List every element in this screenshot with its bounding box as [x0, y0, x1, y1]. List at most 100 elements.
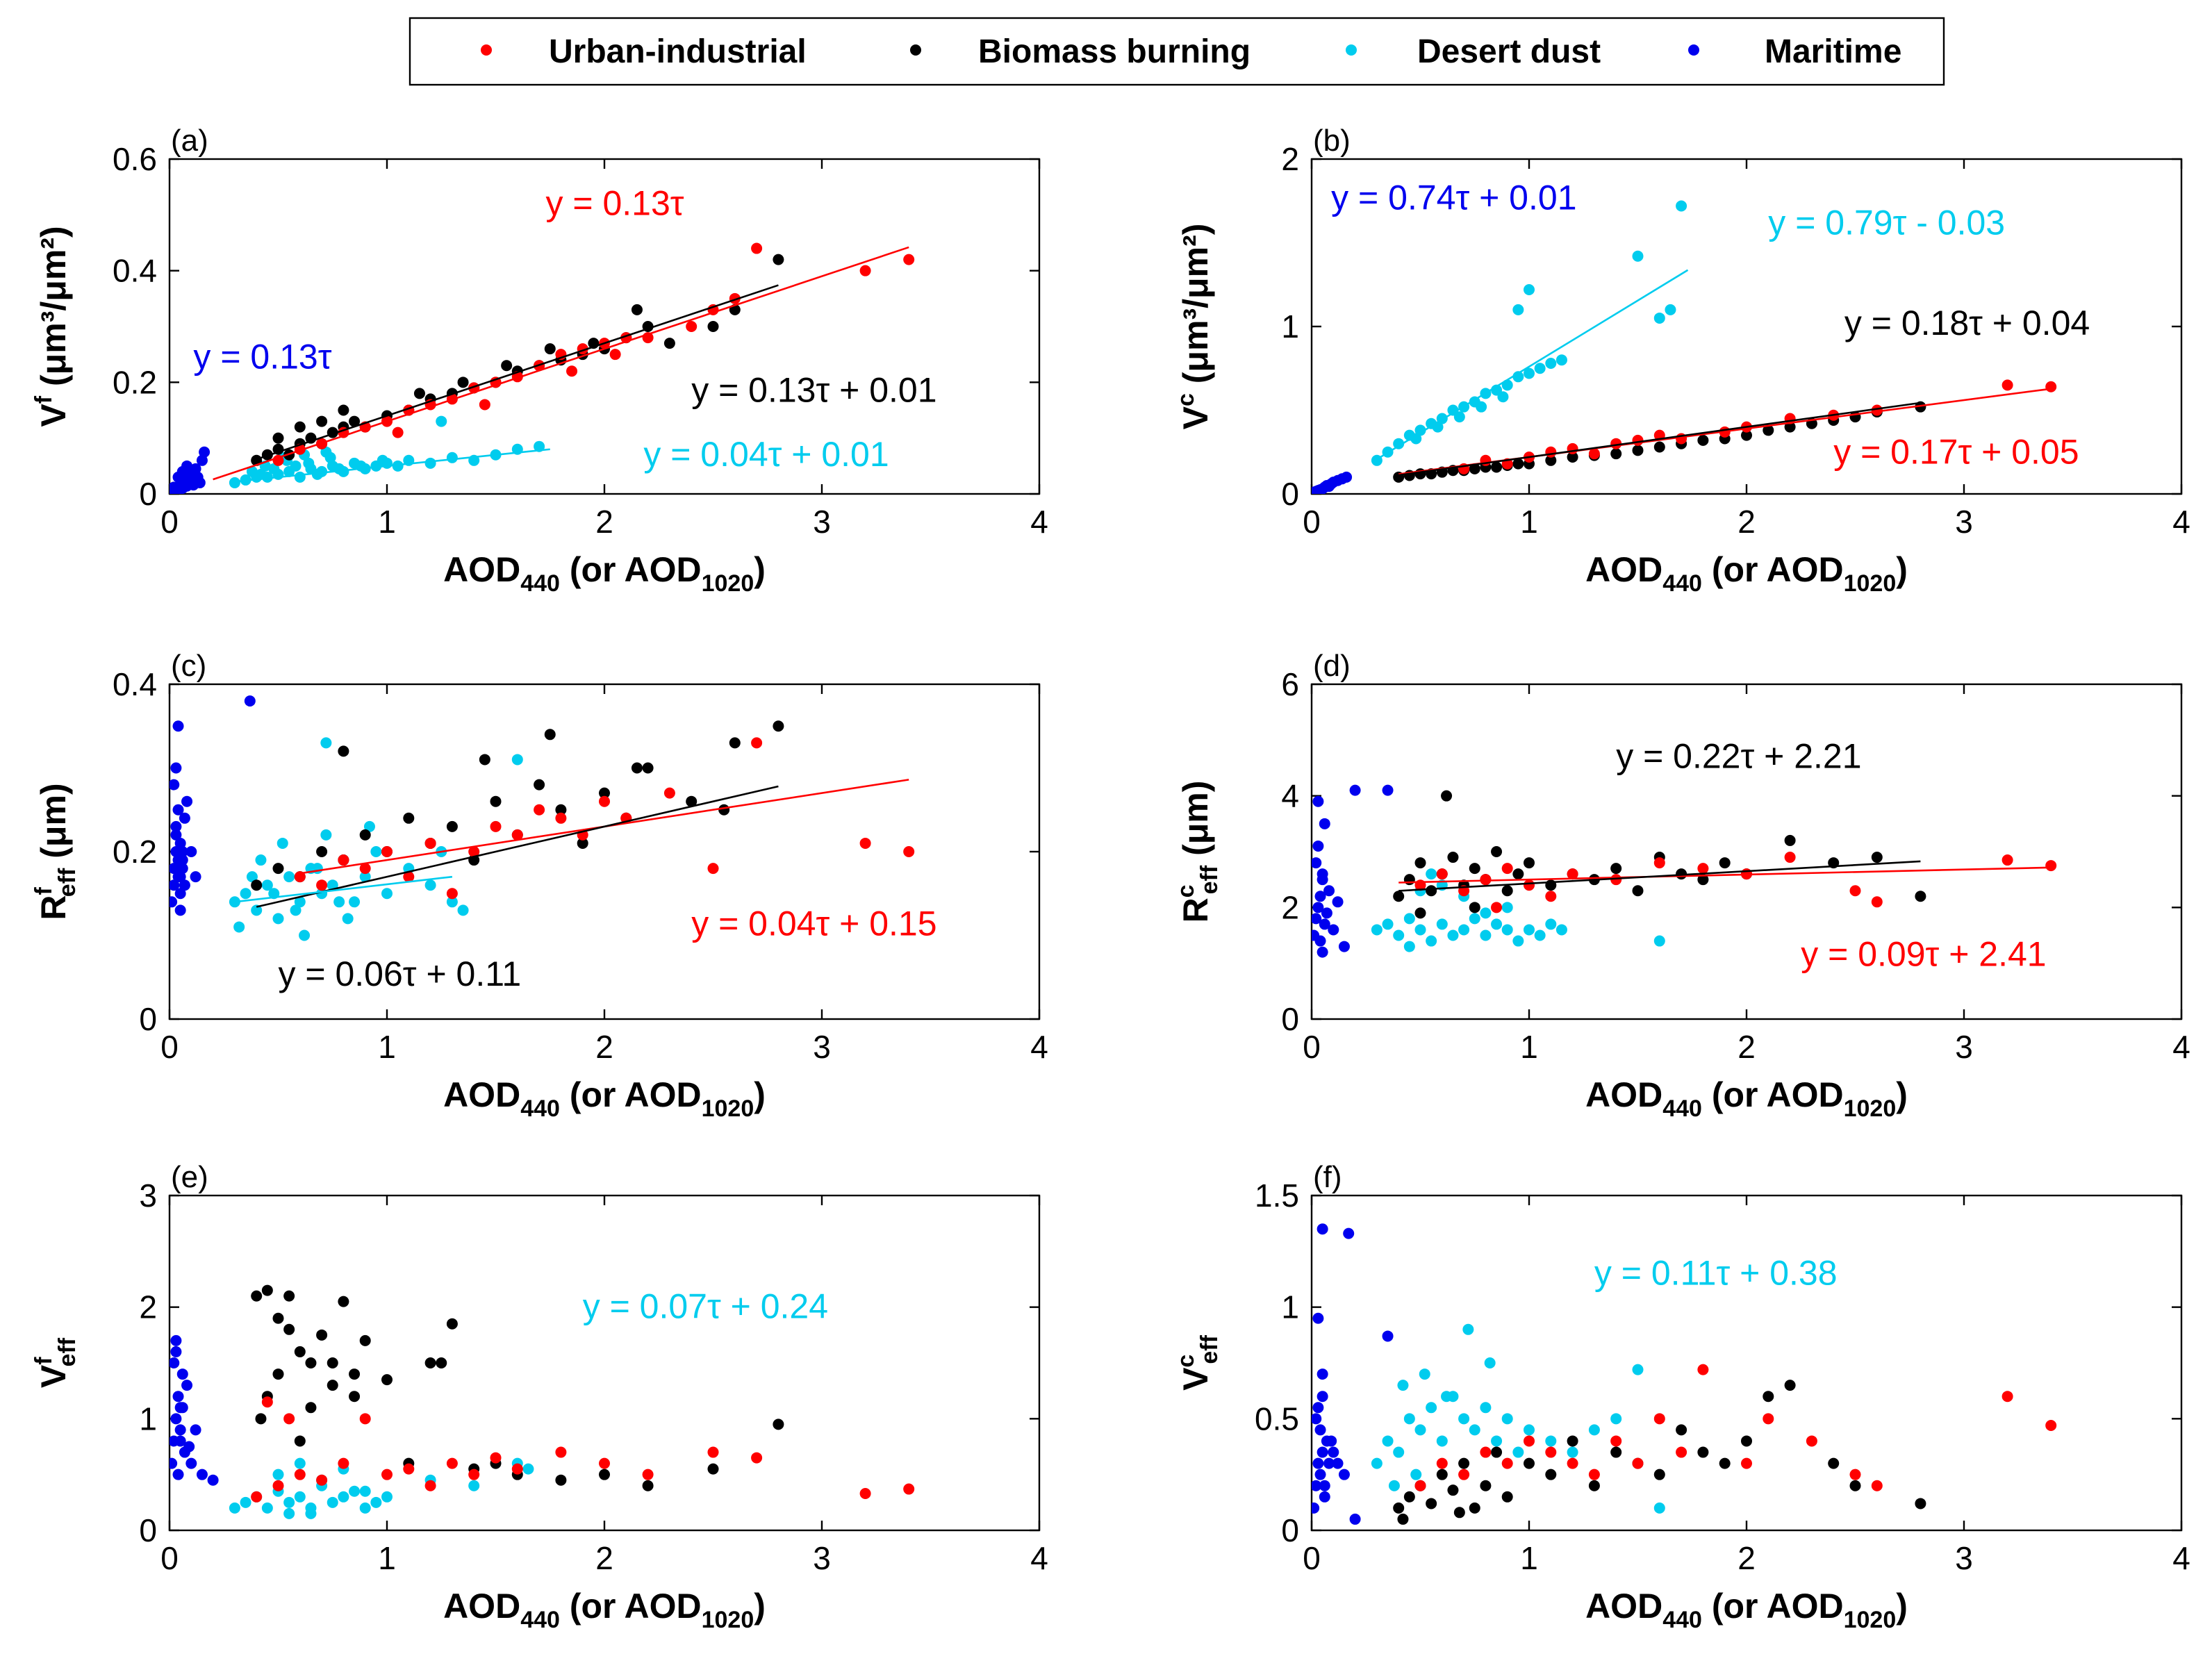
data-point	[1610, 863, 1622, 875]
data-point	[229, 477, 240, 488]
data-point	[183, 1441, 195, 1453]
data-point	[170, 481, 180, 493]
data-point	[172, 720, 184, 732]
data-point	[1653, 441, 1665, 453]
legend-marker	[481, 44, 492, 56]
data-point	[170, 762, 182, 774]
data-point	[599, 795, 610, 807]
data-point	[413, 388, 425, 399]
data-point	[1414, 857, 1426, 869]
data-point	[233, 921, 245, 933]
data-point	[446, 1318, 458, 1330]
data-point	[1312, 1502, 1320, 1514]
data-point	[1588, 448, 1600, 460]
data-point	[1653, 1469, 1665, 1480]
x-tick-label: 4	[2172, 1029, 2190, 1065]
data-point	[196, 454, 208, 466]
data-point	[190, 871, 201, 883]
data-point	[1610, 1435, 1622, 1447]
data-point	[686, 795, 698, 807]
data-point	[1476, 401, 1487, 413]
x-axis-label: AOD440 (or AOD1020)	[443, 1587, 766, 1633]
data-point	[181, 1380, 193, 1391]
panel-c: 0 1 2 3 4 0 0.2 0.4 (c) AOD440 (or AOD1020) Rfeff …	[31, 649, 1048, 1122]
data-point	[1436, 868, 1448, 880]
data-point	[1393, 1446, 1405, 1458]
data-point	[1453, 1507, 1465, 1519]
fit-equation: y = 0.09τ + 2.41	[1801, 935, 2046, 974]
data-point	[381, 1374, 393, 1386]
series-biomass-burning	[251, 720, 784, 891]
data-point	[1319, 818, 1330, 829]
data-point	[294, 471, 306, 483]
data-point	[424, 1480, 436, 1491]
fit-line	[234, 875, 453, 903]
data-point	[446, 896, 458, 908]
y-tick-label: 0	[139, 1001, 157, 1037]
y-tick-label: 0.2	[113, 364, 157, 400]
data-point	[1382, 1435, 1394, 1447]
data-point	[1545, 454, 1557, 466]
data-point	[2045, 1419, 2057, 1431]
data-point	[436, 415, 447, 427]
data-point	[338, 745, 349, 757]
data-point	[1676, 1424, 1687, 1436]
data-point	[261, 1284, 273, 1296]
data-point	[1332, 1457, 1344, 1469]
x-axis-label: AOD440 (or AOD1020)	[443, 550, 766, 597]
data-point	[1653, 857, 1665, 869]
data-point	[522, 1463, 534, 1475]
data-point	[1545, 1435, 1557, 1447]
data-point	[1458, 1413, 1470, 1425]
x-tick-label: 1	[1520, 1540, 1538, 1576]
series-urban-industrial	[272, 242, 915, 466]
data-point	[609, 349, 621, 361]
data-point	[1410, 433, 1422, 445]
data-point	[544, 343, 556, 355]
data-point	[468, 1480, 480, 1491]
data-point	[1501, 1457, 1513, 1469]
fit-equation: y = 0.07τ + 0.24	[583, 1287, 828, 1326]
panels: 0 1 2 3 4 0 0.2 0.4 0.6 (a) AOD440 (or AOD1020) Vf …	[31, 124, 2190, 1633]
data-point	[1653, 1502, 1665, 1514]
data-point	[276, 837, 288, 849]
data-point	[370, 1496, 382, 1508]
data-point	[172, 1391, 184, 1403]
x-tick-label: 3	[813, 1029, 831, 1065]
data-point	[1328, 1446, 1339, 1458]
series-maritime	[170, 695, 256, 916]
data-point	[311, 863, 323, 875]
panel-label: (e)	[171, 1160, 208, 1194]
fit-equation: y = 0.13τ	[545, 183, 684, 222]
data-point	[1653, 1413, 1665, 1425]
data-point	[1763, 1413, 1774, 1425]
data-point	[1338, 941, 1350, 952]
x-tick-label: 4	[2172, 504, 2190, 540]
data-point	[1414, 1480, 1426, 1491]
data-point	[457, 377, 469, 388]
data-point	[363, 820, 375, 832]
data-point	[773, 254, 784, 265]
data-point	[1469, 1502, 1480, 1514]
y-tick-label: 0	[1281, 476, 1299, 512]
data-point	[1632, 885, 1644, 897]
data-point	[1545, 891, 1557, 902]
data-point	[1697, 863, 1709, 875]
data-point	[1441, 790, 1453, 802]
data-point	[199, 446, 211, 458]
data-point	[1915, 891, 1926, 902]
data-point	[272, 913, 284, 925]
data-point	[1312, 902, 1324, 913]
data-point	[359, 1485, 371, 1497]
y-tick-label: 2	[1281, 141, 1299, 177]
x-tick-label: 2	[1738, 504, 1756, 540]
x-axis-label: AOD440 (or AOD1020)	[1585, 550, 1908, 597]
data-point	[1414, 1424, 1426, 1436]
data-point	[392, 460, 404, 472]
data-point	[1545, 446, 1557, 458]
data-point	[1610, 1446, 1622, 1458]
data-point	[1524, 924, 1535, 936]
x-axis-label: AOD440 (or AOD1020)	[1585, 1587, 1908, 1633]
data-point	[1469, 863, 1480, 875]
data-point	[631, 762, 643, 774]
